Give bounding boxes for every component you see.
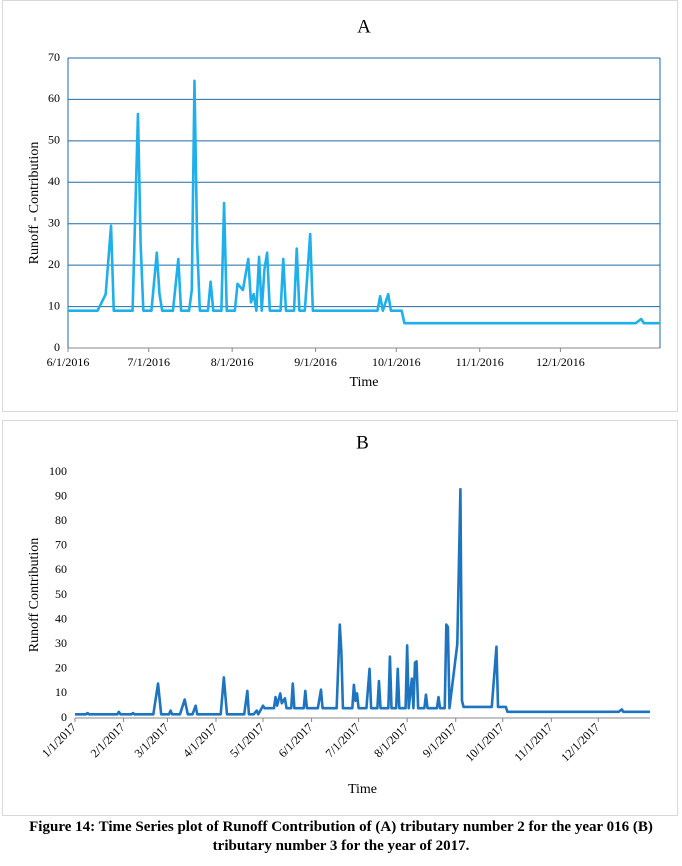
x-tick-label: 10/1/2017: [462, 720, 506, 764]
y-tick-label: 30: [55, 636, 67, 650]
y-tick-label: 10: [55, 685, 67, 699]
x-tick-label: 6/1/2017: [276, 720, 316, 760]
x-tick-label: 12/1/2017: [558, 720, 602, 764]
y-tick-label: 60: [48, 91, 60, 105]
x-tick-label: 8/1/2017: [371, 720, 411, 760]
y-tick-label: 60: [55, 562, 67, 576]
x-tick-label: 7/1/2017: [323, 720, 363, 760]
y-tick-label: 20: [55, 661, 67, 675]
y-tick-label: 80: [55, 513, 67, 527]
x-tick-label: 4/1/2017: [180, 720, 220, 760]
x-tick-label: 5/1/2017: [227, 720, 267, 760]
series-line: [68, 79, 660, 325]
y-tick-label: 70: [55, 538, 67, 552]
x-tick-label: 10/1/2016: [372, 355, 421, 369]
x-tick-label: 11/1/2016: [456, 355, 504, 369]
x-axis-label: Time: [349, 375, 378, 390]
y-tick-label: 0: [61, 710, 67, 724]
chart-title: B: [356, 432, 369, 453]
chart-a: A Time Runoff - Contribution 0 10 20 30 40 50 60 7…: [27, 16, 661, 390]
panel-b: [2, 420, 678, 816]
y-tick-label: 10: [48, 298, 60, 312]
chart-b: B Time Runoff Contribution 0 10 20 30 40 50 60 70 8…: [27, 432, 650, 797]
y-axis-label: Runoff - Contribution: [27, 142, 42, 265]
y-tick-label: 70: [48, 50, 60, 64]
y-tick-label: 0: [54, 340, 60, 354]
y-tick-label: 100: [49, 464, 67, 478]
y-tick-label: 20: [48, 257, 60, 271]
y-tick-label: 30: [48, 215, 60, 229]
y-tick-label: 50: [55, 587, 67, 601]
x-tick-label: 7/1/2016: [127, 355, 170, 369]
x-tick-label: 9/1/2016: [294, 355, 337, 369]
y-axis-label: Runoff Contribution: [27, 538, 42, 652]
y-tick-label: 40: [55, 611, 67, 625]
x-tick-label: 11/1/2017: [511, 720, 555, 764]
series-line: [75, 487, 650, 716]
panel-a: [2, 0, 678, 412]
chart-title: A: [357, 16, 371, 37]
x-tick-label: 8/1/2016: [211, 355, 254, 369]
x-tick-label: 12/1/2016: [536, 355, 585, 369]
x-axis-label: Time: [348, 782, 377, 797]
x-tick-label: 3/1/2017: [131, 720, 171, 760]
x-tick-label: 6/1/2016: [47, 355, 90, 369]
x-tick-label: 1/1/2017: [39, 720, 79, 760]
caption: Figure 14: Time Series plot of Runoff Co…: [29, 819, 653, 854]
y-tick-label: 40: [48, 174, 60, 188]
y-tick-label: 90: [55, 488, 67, 502]
x-tick-label: 9/1/2017: [420, 720, 460, 760]
y-tick-label: 50: [48, 133, 60, 147]
x-tick-label: 2/1/2017: [88, 720, 128, 760]
